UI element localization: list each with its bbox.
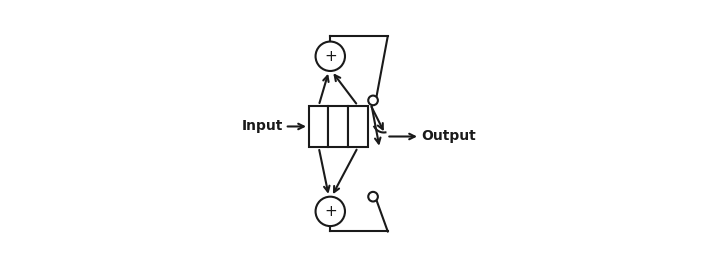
Circle shape xyxy=(316,41,345,71)
Circle shape xyxy=(369,192,378,201)
Text: Input: Input xyxy=(242,120,284,133)
Bar xyxy=(348,106,368,147)
Circle shape xyxy=(316,197,345,226)
Text: +: + xyxy=(324,204,337,219)
Bar xyxy=(309,106,328,147)
Text: +: + xyxy=(324,49,337,64)
Circle shape xyxy=(369,96,378,105)
Text: Output: Output xyxy=(421,129,476,144)
Bar xyxy=(328,106,348,147)
